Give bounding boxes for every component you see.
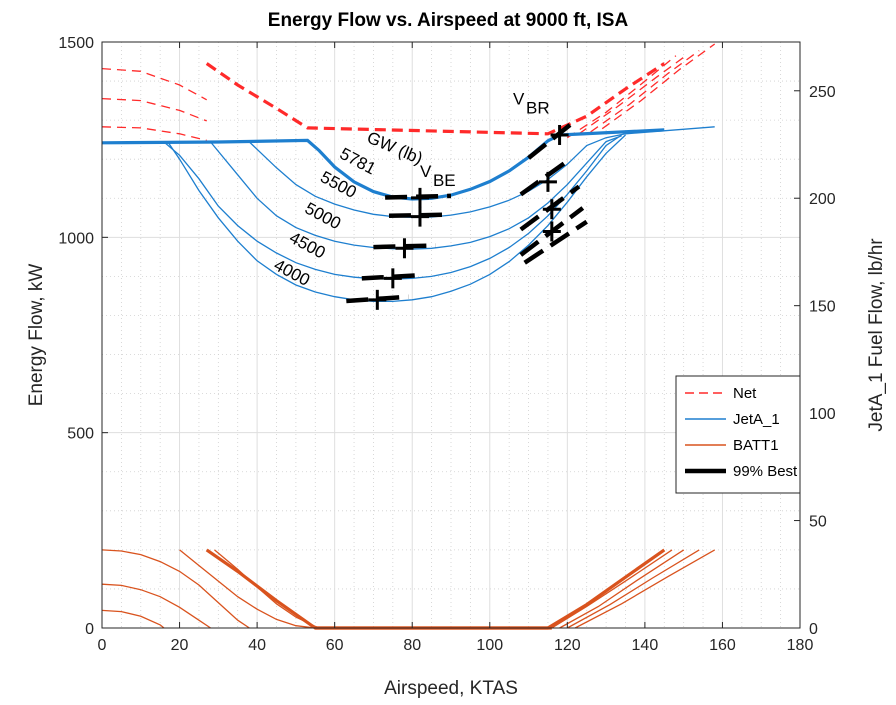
y2-tick-label: 100: [809, 406, 836, 423]
best-segment: [527, 122, 573, 160]
x-tick-label: 0: [98, 637, 107, 654]
y2-tick-label: 0: [809, 621, 818, 638]
jeta-series-5500: [248, 126, 715, 219]
net-series-5000-right: [578, 53, 688, 135]
net-series-4000-right: [601, 43, 716, 130]
batt-series-r2: [559, 549, 685, 629]
net-series-4500: [101, 126, 207, 142]
batt-series-r4: [574, 549, 716, 629]
legend-label: BATT1: [733, 437, 779, 454]
y2-tick-label: 150: [809, 299, 836, 316]
vbr-label: V: [513, 90, 525, 109]
best-segment: [519, 159, 569, 197]
chart-title: Energy Flow vs. Airspeed at 9000 ft, ISA: [268, 10, 629, 31]
x-tick-label: 40: [248, 637, 266, 654]
best-segment: [523, 219, 588, 265]
legend-label: Net: [733, 385, 757, 402]
vbe-label-sub: BE: [433, 171, 456, 190]
x-tick-label: 20: [171, 637, 189, 654]
batt-series-4500-left: [101, 609, 165, 629]
legend-box: [675, 375, 801, 494]
x-tick-label: 60: [326, 637, 344, 654]
x-tick-label: 80: [403, 637, 421, 654]
y2-axis-title: JetA_1 Fuel Flow, lb/hr: [866, 238, 887, 432]
legend-label: 99% Best: [733, 463, 798, 480]
legend: Net JetA_1 BATT1 99% Best: [675, 375, 801, 494]
y2-tick-label: 250: [809, 84, 836, 101]
net-series-5000: [101, 97, 207, 122]
vbe-label: V: [420, 162, 432, 181]
jeta-series-4000: [167, 134, 626, 303]
x-axis-title: Airspeed, KTAS: [384, 678, 518, 699]
x-tick-label: 120: [554, 637, 581, 654]
y-axis-title: Energy Flow, kW: [26, 264, 47, 407]
y-tick-label: 0: [85, 621, 94, 638]
batt-series-5000-left: [101, 583, 211, 629]
net-series-5781: [205, 62, 666, 136]
x-tick-label: 140: [632, 637, 659, 654]
x-tick-label: 160: [709, 637, 736, 654]
x-tick-label: 100: [476, 637, 503, 654]
minor-grid: [102, 42, 800, 628]
tick-labels: 0 20 40 60 80 100 120 140 160 1800500100015000501…: [58, 35, 835, 654]
y2-tick-label: 50: [809, 514, 827, 531]
plot-frame: [101, 41, 801, 629]
net-series-4500-right: [590, 50, 700, 133]
x-tick-label: 180: [787, 637, 814, 654]
y-tick-label: 500: [67, 426, 94, 443]
legend-label: JetA_1: [733, 411, 780, 428]
batt-series-4500-mid: [179, 549, 316, 629]
net-series-5500: [101, 67, 208, 101]
best-segment: [388, 212, 448, 219]
y2-tick-label: 200: [809, 191, 836, 208]
batt-series-r1: [551, 549, 673, 629]
y-tick-label: 1500: [58, 35, 94, 52]
best-segment: [361, 272, 421, 281]
net-series-5500-right: [566, 55, 677, 139]
plot-data: [101, 43, 716, 630]
batt-series-5500-left: [101, 549, 250, 629]
vbr-label-sub: BR: [526, 99, 550, 118]
y-tick-label: 1000: [58, 230, 94, 247]
jeta-series-5000: [210, 135, 622, 250]
batt-series-r3: [566, 549, 700, 629]
